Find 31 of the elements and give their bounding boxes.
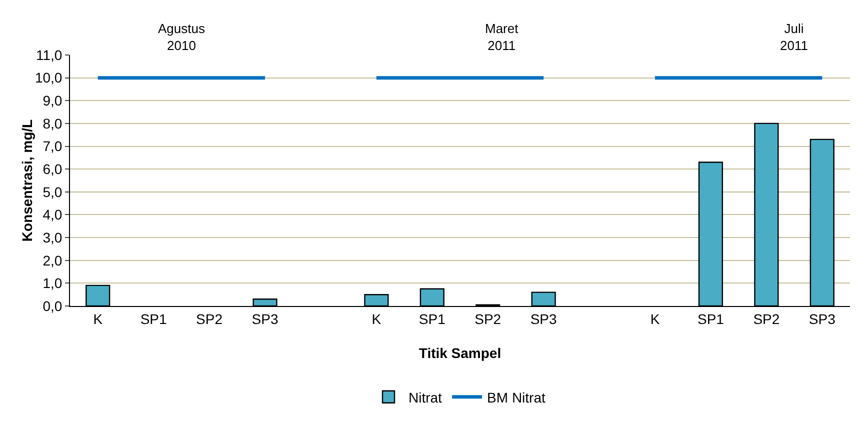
y-tick-label: 11,0 [36,46,62,63]
y-tick-label: 9,0 [42,92,62,109]
x-tick-label: K [93,310,104,327]
x-tick-label: SP1 [418,310,446,327]
legend-label: BM Nitrat [487,389,546,406]
x-tick-label: SP1 [140,310,168,327]
x-tick-label: SP1 [697,310,724,327]
y-tick-label: 0,0 [42,298,62,314]
y-tick-label: 7,0 [42,138,62,154]
x-tick-label: SP3 [252,310,278,327]
legend-label: Nitrat [408,389,442,406]
y-tick-label: 3,0 [42,229,62,246]
y-tick-label: 10,0 [34,70,62,86]
text: Juli 2011 [780,21,808,53]
y-tick-label: 8,0 [42,115,62,132]
y-tick-label: 1,0 [42,275,62,292]
y-axis-title: Konsentrasi, mg/L [19,118,35,242]
x-tick-label: SP2 [474,310,502,327]
y-tick-label: 4,0 [42,206,62,223]
text: Maret 2011 [485,21,519,53]
text: Agustus 2010 [158,21,206,53]
x-tick-label: SP3 [808,310,836,327]
x-tick-label: SP2 [196,310,223,327]
x-tick-label: SP2 [753,310,780,327]
y-tick-label: 2,0 [42,252,62,268]
x-tick-label: SP3 [530,310,558,327]
x-tick-label: K [372,310,382,327]
y-tick-label: 6,0 [42,160,62,177]
x-axis-title: Titik Sampel [418,345,502,361]
x-tick-label: K [650,310,660,327]
y-tick-label: 5,0 [42,184,62,200]
